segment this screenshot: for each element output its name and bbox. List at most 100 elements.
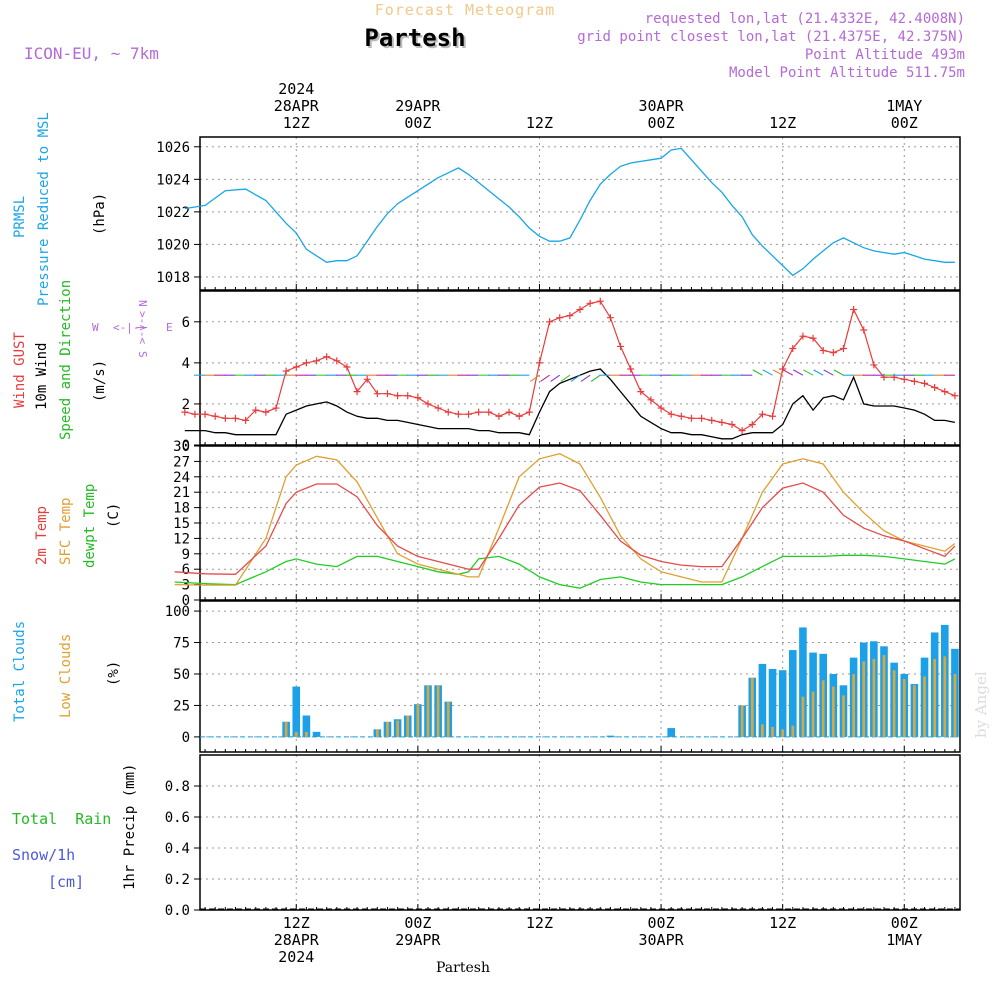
gust-marker: [769, 412, 777, 420]
gust-marker: [596, 297, 604, 305]
gust-marker: [323, 353, 331, 361]
time-label: 1MAY: [886, 931, 922, 949]
gust-marker: [566, 312, 574, 320]
low-cloud-bar: [902, 679, 906, 737]
y-tick-label: 0: [182, 438, 190, 454]
gust-marker: [383, 390, 391, 398]
gust-marker: [556, 314, 564, 322]
time-label: 29APR: [395, 97, 441, 115]
wind-direction-arrow: [772, 369, 783, 376]
low-cloud-bar: [842, 695, 845, 737]
wind-direction-arrow: [590, 374, 601, 382]
time-label: 28APR: [274, 931, 320, 949]
time-label: 00Z: [648, 914, 675, 932]
low-cloud-bar: [781, 729, 785, 737]
gust-marker: [910, 377, 918, 385]
temp-dew-label: dewpt Temp: [82, 484, 98, 568]
low-cloud-bar: [740, 705, 744, 737]
wind-direction-arrow: [833, 369, 844, 376]
dewpoint-line: [174, 554, 956, 589]
time-label: 00Z: [891, 914, 918, 932]
low-cloud-bar: [831, 686, 835, 737]
precipitation-panel: 0.0 0.2 0.4 0.6 0.8: [165, 754, 961, 919]
low-cloud-bar: [913, 685, 916, 737]
gust-marker: [201, 410, 209, 418]
gust-marker: [657, 404, 665, 412]
y-tick-label: 6: [182, 562, 190, 578]
y-tick-label: 0: [182, 730, 190, 746]
y-tick-label: 21: [173, 485, 190, 501]
gust-marker: [627, 365, 635, 373]
gust-marker: [221, 414, 229, 422]
y-tick-label: 12: [173, 531, 190, 547]
location-title: Partesh: [364, 24, 465, 52]
time-label: 28APR: [274, 97, 320, 115]
low-cloud-bar: [426, 685, 430, 737]
gust-marker: [434, 404, 442, 412]
gust-marker: [546, 318, 554, 326]
low-cloud-bar: [821, 680, 825, 737]
wind-direction-arrow: [813, 369, 824, 376]
time-label: 00Z: [891, 114, 918, 132]
time-label: 12Z: [283, 914, 310, 932]
wind-direction-arrow: [530, 374, 540, 382]
y-tick-label: 1020: [156, 237, 190, 253]
gust-marker: [617, 342, 625, 350]
gust-marker: [667, 410, 675, 418]
gust-marker: [921, 379, 929, 387]
cloud-low-label: Low Clouds: [58, 634, 74, 718]
y-tick-label: 24: [173, 470, 190, 486]
low-cloud-bar: [882, 655, 886, 737]
gust-marker: [525, 408, 533, 416]
time-label: 00Z: [404, 914, 431, 932]
gust-marker: [819, 347, 827, 355]
y-tick-label: 0.4: [165, 841, 190, 857]
gust-marker: [687, 414, 695, 422]
gust-marker: [414, 394, 422, 402]
wind-10m-label: 10m Wind: [34, 343, 50, 410]
model-name: ICON-EU, ~ 7km: [24, 44, 159, 63]
wind-unit: (m/s): [92, 360, 108, 402]
y-tick-label: 2: [182, 397, 190, 413]
gust-marker: [789, 344, 797, 352]
gust-marker: [637, 388, 645, 396]
low-cloud-bar: [436, 685, 440, 737]
y-tick-label: 18: [173, 501, 190, 517]
gust-marker: [454, 410, 462, 418]
gust-marker: [698, 414, 706, 422]
wind-direction-arrow: [803, 369, 814, 376]
gust-marker: [758, 410, 766, 418]
gust-marker: [586, 299, 594, 307]
gust-marker: [373, 390, 381, 398]
gust-marker: [900, 375, 908, 383]
gust-marker: [282, 367, 290, 375]
y-tick-label: 15: [173, 516, 190, 532]
y-tick-label: 0: [182, 593, 190, 609]
gust-marker: [951, 392, 959, 400]
pressure-label-prmsl: PRMSL: [12, 196, 28, 238]
gust-marker: [252, 406, 260, 414]
compass-n: N: [136, 300, 149, 307]
gust-marker: [333, 357, 341, 365]
y-tick-label: 0.6: [165, 810, 190, 826]
gust-marker: [475, 408, 483, 416]
gust-marker: [779, 365, 787, 373]
y-tick-label: 0.0: [165, 903, 190, 919]
wind-direction-arrow: [762, 369, 773, 376]
footer-location: Partesh: [436, 960, 490, 976]
gust-marker: [718, 418, 726, 426]
gust-marker: [404, 392, 412, 400]
gust-marker: [799, 332, 807, 340]
low-cloud-bar: [446, 701, 450, 737]
clouds-panel: 0 25 50 75 100: [165, 600, 961, 753]
compass-arrow: <-|->: [113, 321, 146, 334]
wind-direction-arrow: [580, 374, 591, 382]
gust-marker: [302, 359, 310, 367]
gust-marker: [535, 359, 543, 367]
gust-marker: [191, 410, 199, 418]
snow-label: Snow/1h: [12, 846, 75, 864]
low-cloud-bar: [953, 673, 957, 737]
wind-direction-arrow: [560, 374, 571, 382]
gust-marker: [231, 414, 239, 422]
